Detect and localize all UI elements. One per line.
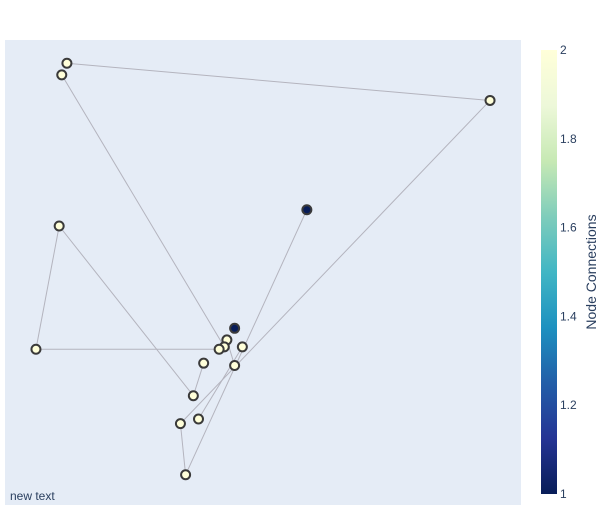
colorbar-tick-label: 2 xyxy=(560,43,567,57)
node-point[interactable] xyxy=(53,220,65,232)
node-point[interactable] xyxy=(198,357,210,369)
colorbar-tick-label: 1.2 xyxy=(560,398,577,412)
colorbar-tick-label: 1.8 xyxy=(560,132,577,146)
node-point[interactable] xyxy=(61,57,73,69)
node-point[interactable] xyxy=(30,343,42,355)
colorbar-ticks: 1 1.2 1.4 1.6 1.8 2 xyxy=(560,43,577,501)
edge-line xyxy=(66,62,491,101)
node-point[interactable] xyxy=(180,469,192,481)
node-point[interactable] xyxy=(236,341,248,353)
node-point[interactable] xyxy=(229,322,241,334)
node-point[interactable] xyxy=(484,94,496,106)
annotation-text: new text xyxy=(10,489,55,503)
node-point[interactable] xyxy=(174,418,186,430)
edge-line xyxy=(35,225,60,350)
nodes-layer xyxy=(30,57,496,481)
colorbar-tick-label: 1 xyxy=(560,487,567,501)
edge-line xyxy=(198,346,243,420)
node-point[interactable] xyxy=(187,390,199,402)
colorbar-title: Node Connections xyxy=(583,214,599,329)
edge-line xyxy=(61,74,225,348)
colorbar-tick-label: 1.6 xyxy=(560,221,577,235)
colorbar-tick-label: 1.4 xyxy=(560,309,577,323)
edge-line xyxy=(192,363,205,396)
node-point[interactable] xyxy=(213,343,225,355)
node-point[interactable] xyxy=(229,360,241,371)
colorbar xyxy=(541,50,557,494)
edge-line xyxy=(179,423,187,475)
node-point[interactable] xyxy=(193,413,204,425)
node-point[interactable] xyxy=(56,69,68,81)
plot-area xyxy=(5,40,521,505)
node-point[interactable] xyxy=(301,204,313,216)
edge-line xyxy=(58,225,194,397)
edge-line xyxy=(185,209,308,475)
